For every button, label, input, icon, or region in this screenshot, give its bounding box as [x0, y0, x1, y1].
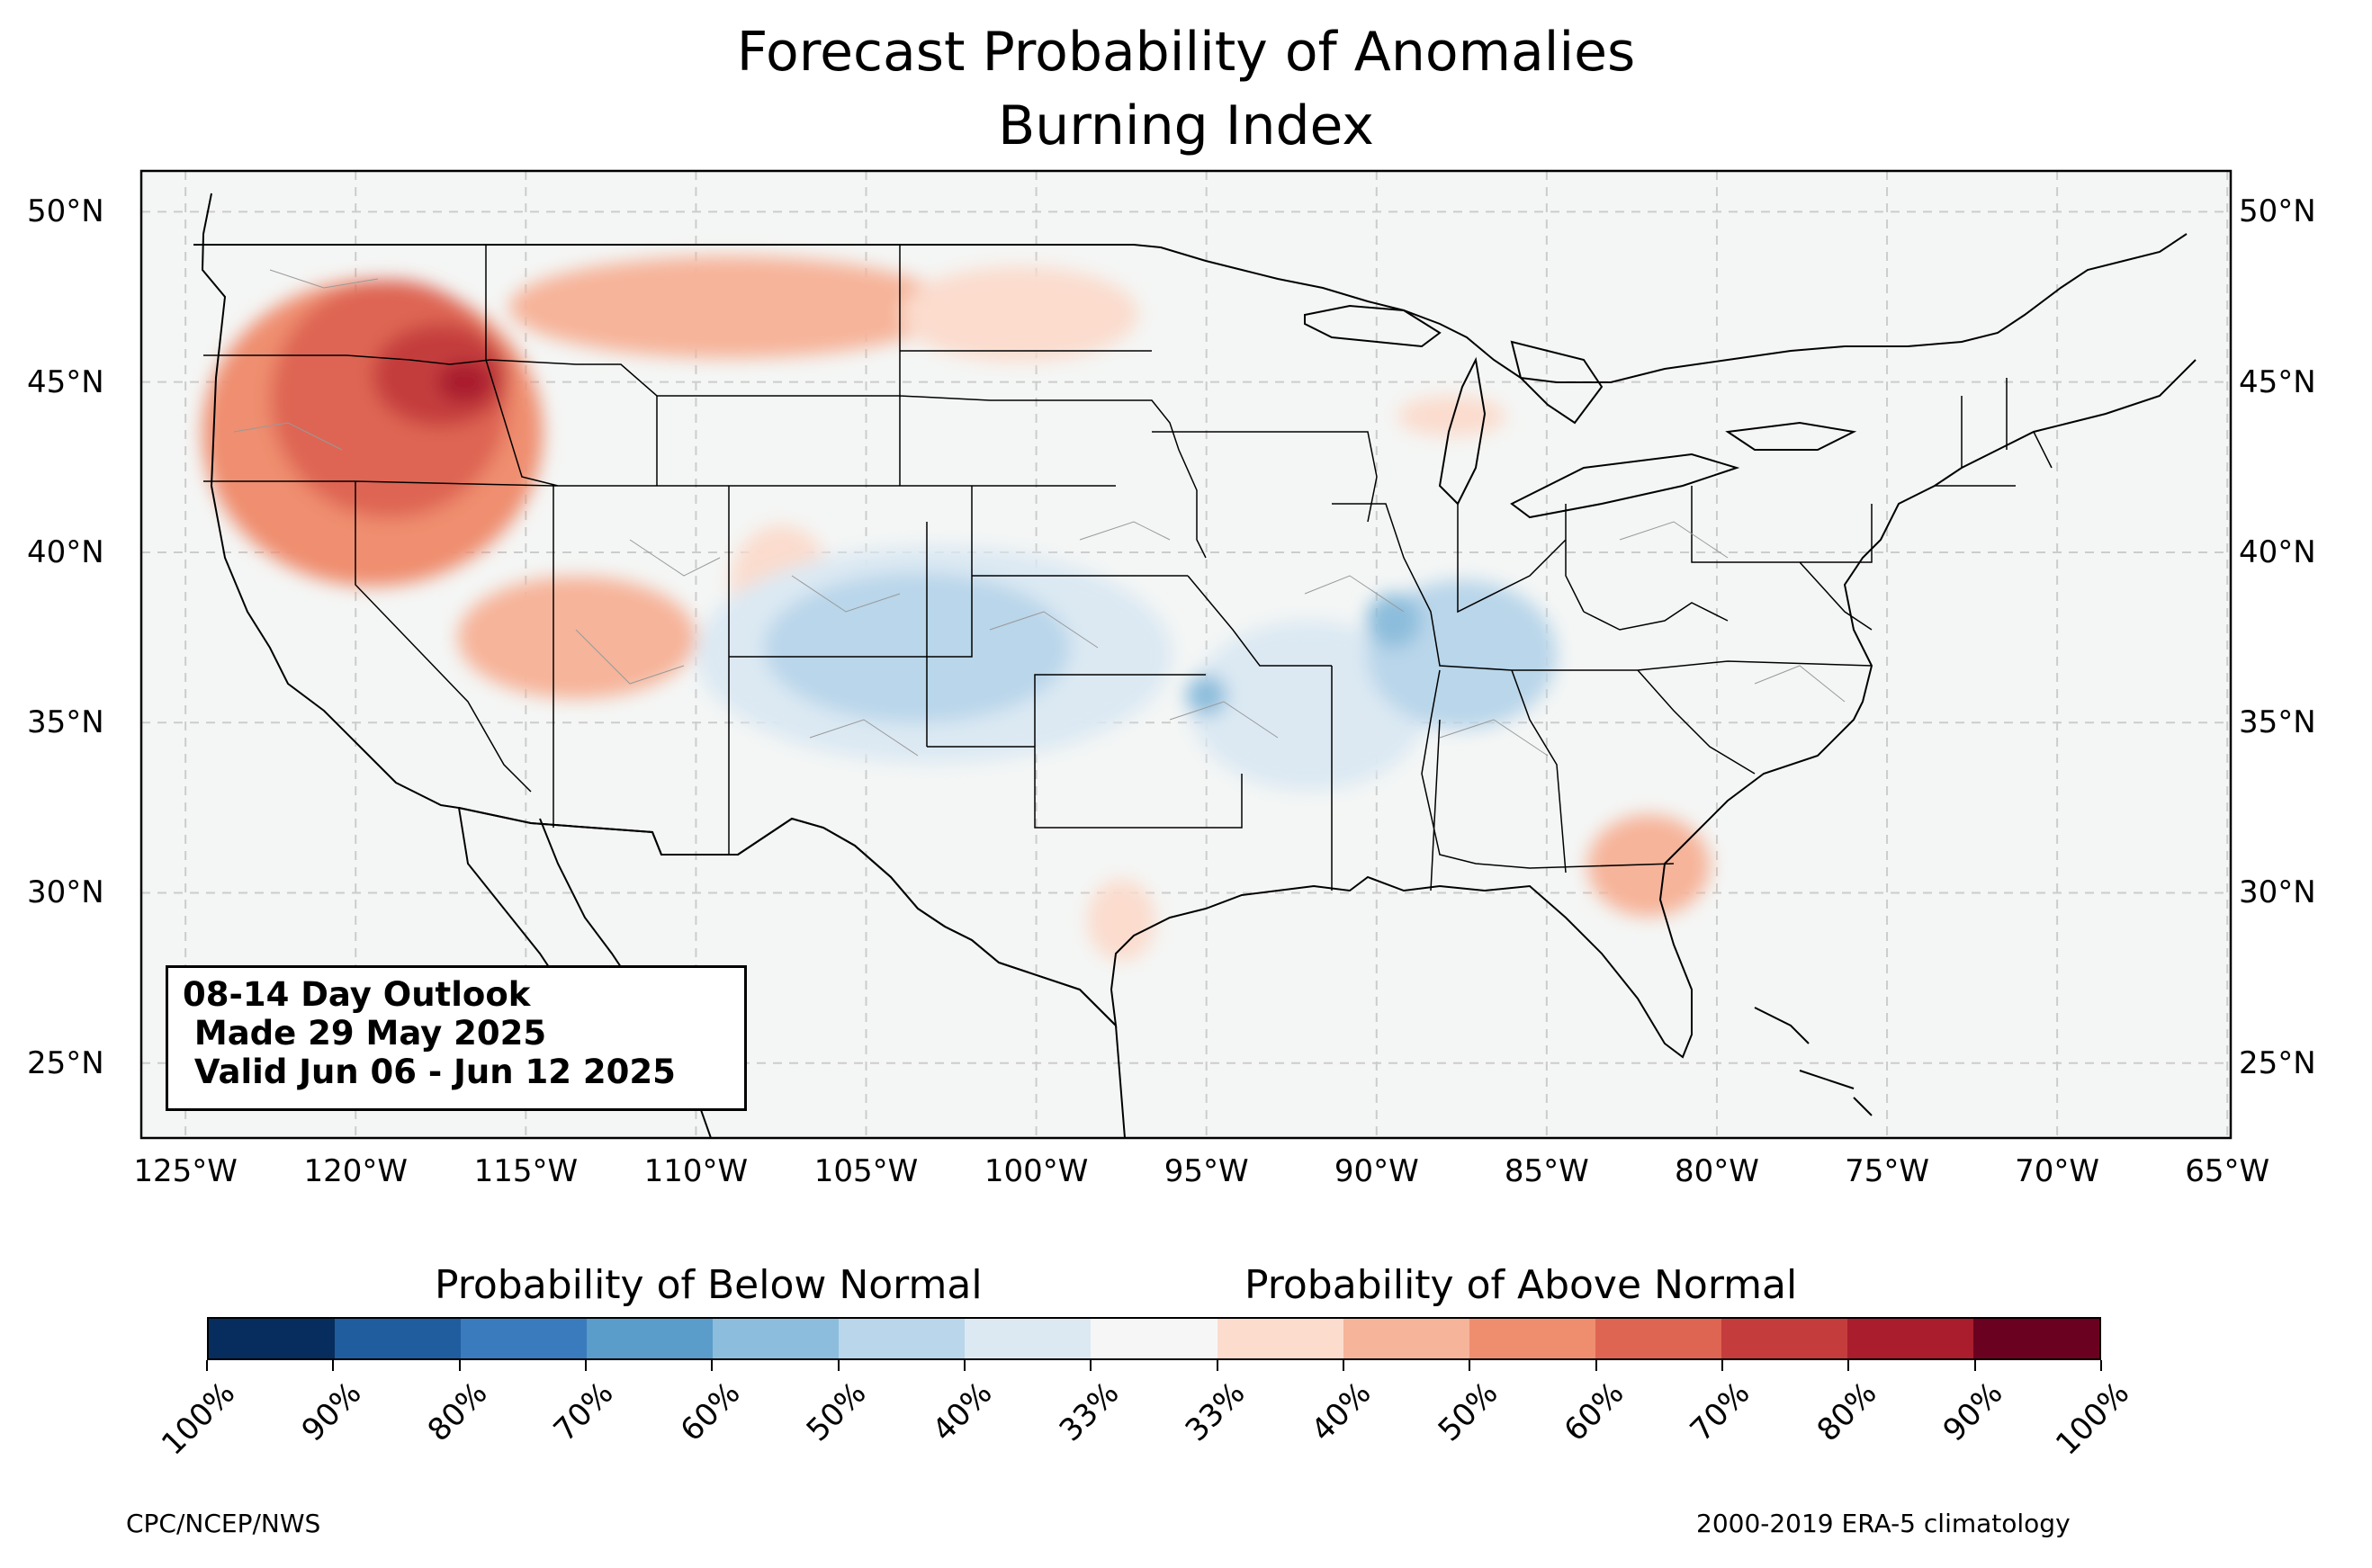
colorbar-tick-mark — [964, 1360, 966, 1371]
colorbar-segment — [461, 1319, 588, 1358]
colorbar-tick-mark — [332, 1360, 335, 1371]
colorbar-tick-mark — [1721, 1360, 1723, 1371]
outlook-info-box: 08-14 Day Outlook Made 29 May 2025 Valid… — [166, 965, 747, 1111]
colorbar-tick-mark — [837, 1360, 840, 1371]
colorbar-tick-mark — [1343, 1360, 1344, 1371]
colorbar-segment — [1972, 1319, 2099, 1358]
below-normal-label: Probability of Below Normal — [435, 1262, 983, 1308]
colorbar-segment — [839, 1319, 966, 1358]
footer-credit: CPC/NCEP/NWS — [126, 1509, 321, 1538]
colorbar-segment — [1721, 1319, 1847, 1358]
canada-border — [193, 233, 2188, 383]
colorbar-segment — [1846, 1319, 1973, 1358]
colorbar-segment — [1343, 1319, 1469, 1358]
anomaly-region-above-40 — [1397, 395, 1506, 437]
lat-label-right: 30°N — [2239, 874, 2316, 911]
anomaly-region-above-40 — [900, 265, 1139, 362]
colorbar-tick-mark — [206, 1360, 208, 1371]
colorbar-tick-mark — [585, 1360, 587, 1371]
lon-label: 70°W — [2015, 1153, 2100, 1189]
anomaly-region-below-50 — [764, 572, 1071, 723]
anomaly-region-above-90 — [437, 361, 492, 403]
anomaly-region-above-50 — [1587, 814, 1711, 917]
made-date: Made 29 May 2025 — [183, 1014, 547, 1053]
colorbar-segment — [1595, 1319, 1721, 1358]
lat-label-left: 35°N — [27, 704, 104, 741]
colorbar-segment — [1217, 1319, 1343, 1358]
colorbar-tick-mark — [1469, 1360, 1471, 1371]
lon-label: 115°W — [473, 1153, 579, 1189]
colorbar-tick-mark — [1973, 1360, 1976, 1371]
lon-label: 120°W — [303, 1153, 408, 1189]
lon-label: 85°W — [1504, 1153, 1589, 1189]
footer-climatology: 2000-2019 ERA-5 climatology — [1696, 1509, 2071, 1538]
anomaly-field — [202, 255, 1711, 962]
map-subtitle: Burning Index — [998, 94, 1374, 157]
colorbar-tick-mark — [711, 1360, 714, 1371]
lon-label: 105°W — [813, 1153, 919, 1189]
above-normal-label: Probability of Above Normal — [1244, 1262, 1798, 1308]
county-lines — [233, 269, 1846, 757]
lon-label: 95°W — [1164, 1153, 1249, 1189]
lat-label-left: 25°N — [27, 1044, 104, 1081]
lon-label: 65°W — [2185, 1153, 2270, 1189]
colorbar-tick-mark — [1090, 1360, 1092, 1371]
outlook-period: 08-14 Day Outlook — [183, 975, 531, 1014]
lat-label-left: 45°N — [27, 363, 104, 400]
colorbar-segment — [587, 1319, 714, 1358]
colorbar-tick-mark — [458, 1360, 461, 1371]
lon-label: 90°W — [1334, 1153, 1419, 1189]
colorbar-segment — [209, 1319, 336, 1358]
boundaries — [193, 193, 2197, 1138]
colorbar-tick-mark — [1595, 1360, 1597, 1371]
mexico-border — [458, 807, 1126, 1138]
map-frame — [139, 169, 2233, 1140]
lat-label-left: 30°N — [27, 874, 104, 911]
colorbar-segment — [1091, 1319, 1217, 1358]
lon-label: 75°W — [1845, 1153, 1929, 1189]
anomaly-region-above-50 — [457, 576, 696, 699]
colorbar-tick-mark — [1847, 1360, 1850, 1371]
lat-label-left: 40°N — [27, 533, 104, 570]
florida-keys — [1754, 1007, 1873, 1116]
map-title: Forecast Probability of Anomalies — [736, 21, 1636, 84]
state-lines — [203, 245, 2053, 892]
anomaly-region-below-60 — [1366, 593, 1421, 648]
great-lakes — [1304, 304, 1857, 519]
lat-label-right: 45°N — [2239, 363, 2316, 400]
lon-label: 110°W — [643, 1153, 749, 1189]
anomaly-region-above-50 — [508, 255, 952, 359]
lat-label-right: 35°N — [2239, 704, 2316, 741]
lat-label-left: 50°N — [27, 193, 104, 230]
us-outline — [201, 193, 2197, 1059]
lat-label-right: 50°N — [2239, 193, 2316, 230]
colorbar-segment — [335, 1319, 462, 1358]
colorbar-tick-mark — [1216, 1360, 1218, 1371]
colorbar — [207, 1317, 2101, 1360]
colorbar-segment — [965, 1319, 1092, 1358]
colorbar-segment — [713, 1319, 840, 1358]
colorbar-segment — [1469, 1319, 1595, 1358]
lon-label: 100°W — [984, 1153, 1089, 1189]
anomaly-region-below-60 — [1186, 675, 1227, 716]
anomaly-region-above-40 — [1087, 879, 1155, 962]
lon-label: 125°W — [133, 1153, 238, 1189]
lon-label: 80°W — [1675, 1153, 1759, 1189]
colorbar-tick-mark — [2100, 1360, 2102, 1371]
lat-label-right: 40°N — [2239, 533, 2316, 570]
valid-dates: Valid Jun 06 - Jun 12 2025 — [183, 1053, 676, 1091]
lat-label-right: 25°N — [2239, 1044, 2316, 1081]
